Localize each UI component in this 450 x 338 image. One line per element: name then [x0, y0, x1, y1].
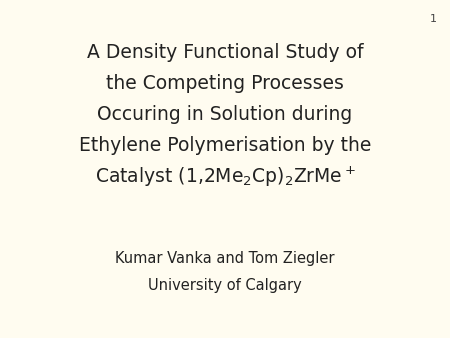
Text: 1: 1 — [429, 14, 436, 24]
Text: University of Calgary: University of Calgary — [148, 278, 302, 293]
Text: the Competing Processes: the Competing Processes — [106, 74, 344, 93]
Text: A Density Functional Study of: A Density Functional Study of — [87, 43, 363, 62]
Text: Catalyst (1,2Me$_2$Cp)$_2$ZrMe$^+$: Catalyst (1,2Me$_2$Cp)$_2$ZrMe$^+$ — [94, 165, 356, 189]
Text: Ethylene Polymerisation by the: Ethylene Polymerisation by the — [79, 136, 371, 155]
Text: Occuring in Solution during: Occuring in Solution during — [97, 105, 353, 124]
Text: Kumar Vanka and Tom Ziegler: Kumar Vanka and Tom Ziegler — [115, 251, 335, 266]
